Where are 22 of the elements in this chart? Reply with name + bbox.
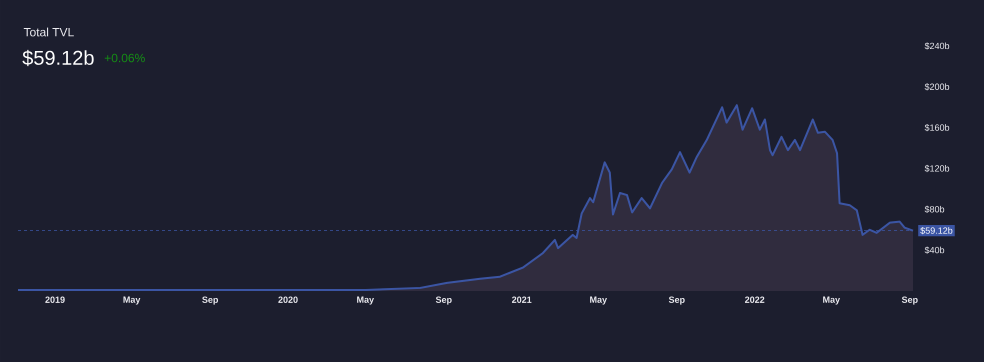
x-tick-label: May xyxy=(123,296,140,305)
y-tick-label: $80b xyxy=(924,206,944,213)
x-tick-label: May xyxy=(590,296,607,305)
x-tick-label: Sep xyxy=(202,296,218,305)
x-tick-label: Sep xyxy=(436,296,452,305)
x-tick-label: 2022 xyxy=(744,296,764,303)
y-tick-label: $160b xyxy=(924,124,950,132)
chart-subtitle: $59.12b xyxy=(22,50,94,66)
x-tick-label: 2021 xyxy=(512,296,532,303)
x-tick-label: 2019 xyxy=(45,296,65,303)
ref-line-label: $59.12b xyxy=(920,227,952,234)
x-tick-label: May xyxy=(823,296,840,305)
x-tick-label: Sep xyxy=(902,296,918,305)
y-tick-label: $200b xyxy=(924,83,950,90)
y-tick-label: $40b xyxy=(924,246,944,254)
y-tick-label: $120b xyxy=(924,164,950,172)
y-tick-label: $240b xyxy=(924,42,950,50)
x-tick-label: May xyxy=(357,296,374,305)
x-tick-label: Sep xyxy=(668,296,685,305)
annotation: +0.06% xyxy=(104,54,145,62)
chart-title: Total TVL xyxy=(24,28,74,36)
x-tick-label: 2020 xyxy=(278,296,298,303)
